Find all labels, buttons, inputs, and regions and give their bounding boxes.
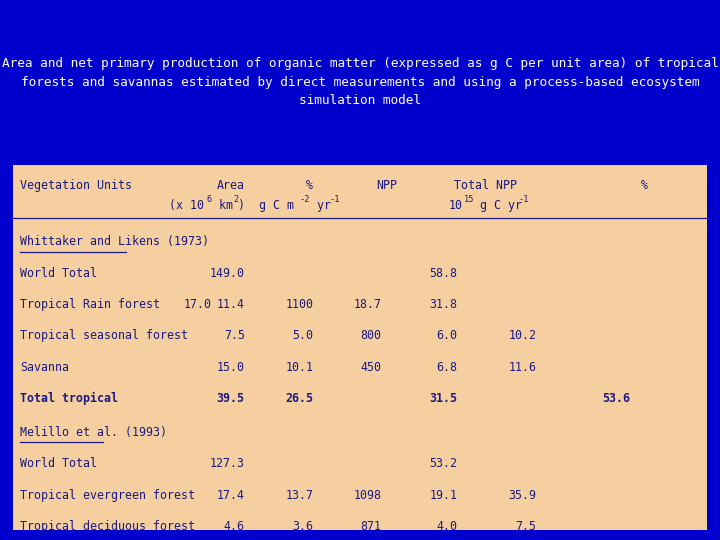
Text: 31.5: 31.5	[429, 392, 457, 405]
Text: 10: 10	[449, 199, 462, 212]
Text: %: %	[641, 179, 648, 192]
Text: 4.0: 4.0	[436, 520, 457, 533]
Text: 13.7: 13.7	[285, 489, 313, 502]
Text: Tropical deciduous forest: Tropical deciduous forest	[20, 520, 195, 533]
Text: 53.2: 53.2	[429, 457, 457, 470]
Text: 450: 450	[361, 361, 382, 374]
Text: g C m: g C m	[259, 199, 294, 212]
Text: 18.7: 18.7	[354, 298, 382, 311]
Text: 10.2: 10.2	[508, 329, 536, 342]
Text: 800: 800	[361, 329, 382, 342]
Text: 35.9: 35.9	[508, 489, 536, 502]
Text: 17.0: 17.0	[184, 298, 212, 311]
Text: Melillo et al. (1993): Melillo et al. (1993)	[20, 426, 167, 439]
Text: 149.0: 149.0	[210, 267, 245, 280]
Text: -1: -1	[518, 195, 529, 204]
Text: Tropical evergreen forest: Tropical evergreen forest	[20, 489, 195, 502]
Text: 11.6: 11.6	[508, 361, 536, 374]
Text: Area and net primary production of organic matter (expressed as g C per unit are: Area and net primary production of organ…	[1, 57, 719, 107]
Text: 127.3: 127.3	[210, 457, 245, 470]
Text: km: km	[212, 199, 233, 212]
Text: 6: 6	[207, 195, 212, 204]
Text: 58.8: 58.8	[429, 267, 457, 280]
Text: 6.8: 6.8	[436, 361, 457, 374]
Text: Total NPP: Total NPP	[454, 179, 517, 192]
Text: 15.0: 15.0	[217, 361, 245, 374]
Text: 871: 871	[361, 520, 382, 533]
Text: yr: yr	[310, 199, 330, 212]
Text: 7.5: 7.5	[516, 520, 536, 533]
Text: Tropical seasonal forest: Tropical seasonal forest	[20, 329, 188, 342]
Text: 2: 2	[233, 195, 238, 204]
Text: (x 10: (x 10	[169, 199, 204, 212]
FancyBboxPatch shape	[13, 165, 707, 530]
Text: 15: 15	[464, 195, 475, 204]
Text: 10.1: 10.1	[285, 361, 313, 374]
Text: -2: -2	[300, 195, 310, 204]
Text: ): )	[238, 199, 246, 212]
Text: 1100: 1100	[285, 298, 313, 311]
Text: Total tropical: Total tropical	[20, 392, 118, 405]
Text: Whittaker and Likens (1973): Whittaker and Likens (1973)	[20, 235, 209, 248]
Text: 39.5: 39.5	[217, 392, 245, 405]
Text: 1098: 1098	[354, 489, 382, 502]
Text: Vegetation Units: Vegetation Units	[20, 179, 132, 192]
Text: 19.1: 19.1	[429, 489, 457, 502]
Text: Area: Area	[217, 179, 245, 192]
Text: 6.0: 6.0	[436, 329, 457, 342]
Text: NPP: NPP	[376, 179, 397, 192]
Text: 17.4: 17.4	[217, 489, 245, 502]
Text: 31.8: 31.8	[429, 298, 457, 311]
Text: -1: -1	[330, 195, 341, 204]
Text: Tropical Rain forest: Tropical Rain forest	[20, 298, 160, 311]
Text: 53.6: 53.6	[602, 392, 630, 405]
Text: 4.6: 4.6	[224, 520, 245, 533]
Text: 5.0: 5.0	[292, 329, 313, 342]
Text: Savanna: Savanna	[20, 361, 69, 374]
Text: World Total: World Total	[20, 457, 97, 470]
Text: 26.5: 26.5	[285, 392, 313, 405]
Text: %: %	[306, 179, 313, 192]
Text: 11.4: 11.4	[217, 298, 245, 311]
Text: 3.6: 3.6	[292, 520, 313, 533]
Text: g C yr: g C yr	[473, 199, 522, 212]
Text: 7.5: 7.5	[224, 329, 245, 342]
Text: World Total: World Total	[20, 267, 97, 280]
